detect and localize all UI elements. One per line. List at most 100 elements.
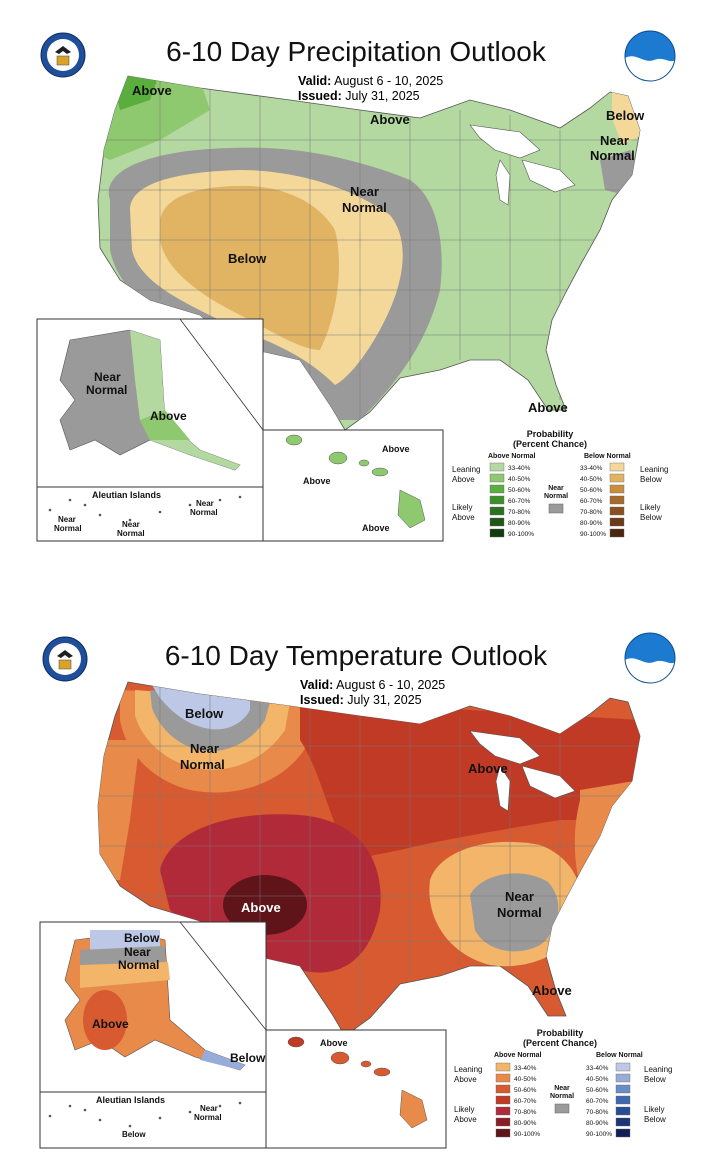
legend-likely-left: Likely — [452, 503, 472, 512]
legend-above-range: 90-100% — [514, 1131, 540, 1138]
legend-below-range: 80-90% — [580, 520, 603, 527]
valid-label: Valid: — [300, 678, 334, 692]
legend-below-swatch — [615, 1073, 631, 1083]
label-near-se: Near — [505, 889, 534, 904]
label-ak-near: Near — [124, 945, 151, 959]
precip-issued: Issued: July 31, 2025 — [298, 89, 420, 103]
legend-below-swatch — [615, 1106, 631, 1116]
temp-title: 6-10 Day Temperature Outlook — [164, 640, 548, 671]
label-below-nw: Below — [185, 706, 224, 721]
legend-below-header: Below Normal — [584, 453, 631, 460]
legend-leaning-right: Leaning — [644, 1065, 672, 1074]
legend-above-range: 80-90% — [508, 520, 531, 527]
legend-below-swatch — [609, 517, 625, 527]
legend-below-range: 40-50% — [586, 1076, 609, 1083]
legend-below-range: 33-40% — [580, 465, 603, 472]
legend-leaning-right: Leaning — [640, 465, 668, 474]
legend-below-range: 70-80% — [586, 1109, 609, 1116]
legend-above-swatch — [495, 1084, 511, 1094]
label-ak-normal: Normal — [118, 958, 159, 972]
valid-label: Valid: — [298, 74, 332, 88]
label-above-mi: Above — [468, 761, 508, 776]
legend-likely-left: Likely — [454, 1105, 474, 1114]
legend-below-right-2: Below — [640, 513, 662, 522]
commerce-seal-icon — [40, 32, 86, 78]
legend-likely-right: Likely — [640, 503, 660, 512]
hawaii-inset-frame — [265, 1029, 447, 1149]
legend-below-range: 33-40% — [586, 1065, 609, 1072]
label-hi-above-2: Above — [303, 476, 331, 486]
legend-likely-right: Likely — [644, 1105, 664, 1114]
legend-above-range: 80-90% — [514, 1120, 537, 1127]
legend-above-left: Above — [452, 475, 475, 484]
legend-below-swatch — [615, 1084, 631, 1094]
legend-near-normal-swatch — [554, 1103, 570, 1114]
legend-below-swatch — [615, 1062, 631, 1072]
noaa-logo-icon — [624, 632, 676, 684]
label-near-ne: Near — [600, 133, 629, 148]
temp-valid: Valid: August 6 - 10, 2025 — [300, 678, 445, 692]
temp-legend: Probability (Percent Chance) Above Norma… — [454, 1028, 672, 1138]
legend-below-swatch — [615, 1128, 631, 1138]
issued-label: Issued: — [298, 89, 342, 103]
legend-below-range: 60-70% — [586, 1098, 609, 1105]
label-aleut-near-1: Near — [196, 499, 214, 508]
legend-above-range: 50-60% — [514, 1087, 537, 1094]
legend-below-swatch — [609, 495, 625, 505]
legend-above-header: Above Normal — [494, 1052, 542, 1059]
precipitation-outlook-panel: Probability (Percent Chance) Above Norma… — [0, 0, 712, 560]
legend-above-swatch — [489, 506, 505, 516]
temperature-outlook-map: Probability (Percent Chance) Above Norma… — [39, 681, 672, 1149]
legend-above-left-2: Above — [454, 1115, 477, 1124]
label-aleut-normal-1: Normal — [190, 508, 218, 517]
legend-above-range: 70-80% — [508, 509, 531, 516]
label-aleut-near-2: Near — [58, 515, 76, 524]
legend-below-range: 50-60% — [580, 487, 603, 494]
legend-below-swatch — [615, 1117, 631, 1127]
label-aleut-normal: Normal — [194, 1113, 222, 1122]
label-above-sw: Above — [241, 900, 281, 915]
issued-label: Issued: — [300, 693, 344, 707]
legend-title: Probability — [527, 429, 574, 439]
legend-above-range: 40-50% — [508, 476, 531, 483]
legend-subtitle: (Percent Chance) — [513, 439, 587, 449]
commerce-seal-icon — [42, 636, 88, 682]
legend-below-swatch — [609, 473, 625, 483]
legend-above-header: Above Normal — [488, 453, 536, 460]
legend-above-swatch — [495, 1062, 511, 1072]
legend-above-swatch — [489, 495, 505, 505]
legend-above-left: Above — [454, 1075, 477, 1084]
legend-normal-label: Normal — [550, 1093, 574, 1100]
legend-subtitle: (Percent Chance) — [523, 1038, 597, 1048]
legend-leaning-left: Leaning — [454, 1065, 482, 1074]
legend-below-range: 40-50% — [580, 476, 603, 483]
label-near-central: Near — [350, 184, 379, 199]
legend-above-swatch — [489, 473, 505, 483]
legend-below-range: 90-100% — [580, 531, 606, 538]
legend-above-range: 40-50% — [514, 1076, 537, 1083]
legend-above-range: 70-80% — [514, 1109, 537, 1116]
legend-above-swatch — [495, 1106, 511, 1116]
label-ak-below-se: Below — [230, 1051, 266, 1065]
legend-leaning-left: Leaning — [452, 465, 480, 474]
precip-title: 6-10 Day Precipitation Outlook — [166, 36, 546, 67]
label-aleut-near-3: Near — [122, 520, 140, 529]
precipitation-outlook-map: Probability (Percent Chance) Above Norma… — [36, 75, 668, 542]
temp-issued: Issued: July 31, 2025 — [300, 693, 422, 707]
issued-value: July 31, 2025 — [345, 89, 420, 103]
label-aleut-normal-3: Normal — [117, 529, 145, 538]
legend-above-swatch — [489, 462, 505, 472]
precip-valid: Valid: August 6 - 10, 2025 — [298, 74, 443, 88]
legend-below-right: Below — [644, 1075, 666, 1084]
legend-above-swatch — [495, 1095, 511, 1105]
label-normal-nw: Normal — [180, 757, 225, 772]
legend-below-range: 80-90% — [586, 1120, 609, 1127]
legend-below-swatch — [609, 528, 625, 538]
aleutian-inset-frame — [36, 486, 264, 542]
legend-above-range: 50-60% — [508, 487, 531, 494]
label-hi-above-3: Above — [362, 523, 390, 533]
label-below-ne: Below — [606, 108, 645, 123]
label-near-nw: Near — [190, 741, 219, 756]
label-ak-above: Above — [92, 1017, 129, 1031]
aleutian-inset-frame — [39, 1091, 267, 1149]
